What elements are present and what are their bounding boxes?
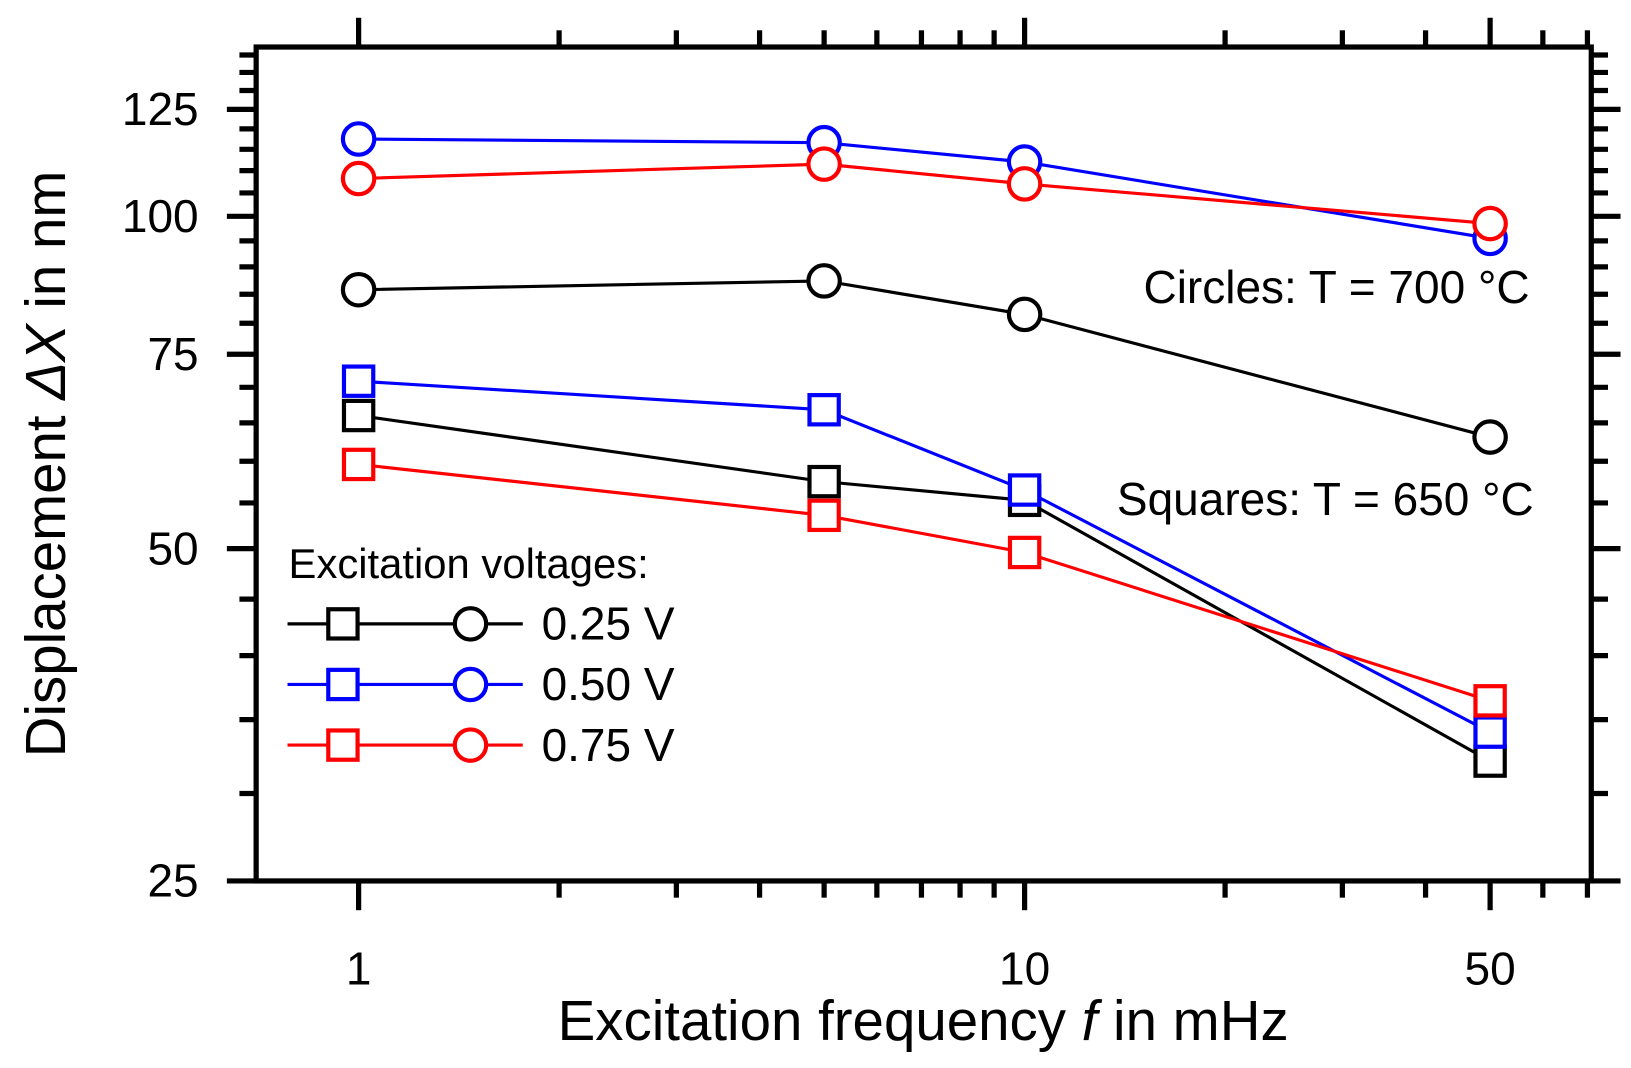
circle-marker bbox=[806, 146, 842, 182]
x-tick-label: 1 bbox=[346, 942, 372, 994]
circle-marker bbox=[340, 271, 377, 308]
square-marker bbox=[807, 393, 841, 427]
x-axis-label: Excitation frequency f in mHz bbox=[558, 989, 1289, 1052]
circle-marker bbox=[1472, 205, 1508, 242]
series-line bbox=[358, 413, 1491, 763]
legend-label: 0.25 V bbox=[542, 598, 675, 650]
axis-ticks bbox=[226, 17, 1621, 911]
series-group bbox=[340, 121, 1508, 778]
square-marker bbox=[341, 364, 376, 398]
circle-marker bbox=[340, 160, 377, 197]
square-marker bbox=[341, 447, 376, 482]
series-line bbox=[358, 279, 1491, 439]
x-tick-label: 10 bbox=[999, 942, 1050, 994]
square-marker bbox=[326, 667, 360, 702]
annotation-circles: Circles: T = 700 °C bbox=[1143, 261, 1529, 313]
series-line bbox=[358, 137, 1491, 240]
circle-marker bbox=[1006, 296, 1043, 333]
square-marker bbox=[1473, 715, 1507, 749]
y-tick-label: 75 bbox=[147, 328, 198, 380]
square-marker bbox=[341, 398, 376, 433]
square-marker bbox=[326, 728, 360, 762]
series-line bbox=[358, 462, 1491, 703]
tick-labels: 1 10 50 25 50 75 100 125 bbox=[122, 83, 1516, 994]
square-marker bbox=[1007, 535, 1042, 570]
y-tick-label: 50 bbox=[147, 522, 198, 574]
annotation-squares: Squares: T = 650 °C bbox=[1117, 473, 1534, 525]
circle-marker bbox=[452, 727, 489, 763]
circle-marker bbox=[1472, 419, 1508, 455]
legend: 0.25 V 0.50 V 0.75 V bbox=[287, 598, 675, 771]
square-marker bbox=[1473, 744, 1507, 778]
circle-marker bbox=[340, 121, 377, 157]
square-marker bbox=[1473, 684, 1507, 718]
legend-entry: 0.75 V bbox=[287, 719, 675, 771]
square-marker bbox=[807, 464, 841, 499]
square-marker bbox=[326, 607, 360, 641]
circle-marker bbox=[806, 263, 842, 299]
y-axis-label: Displacement ΔX in nm bbox=[14, 171, 77, 758]
legend-entry: 0.50 V bbox=[287, 658, 675, 710]
series-circle-ff0000 bbox=[340, 146, 1508, 242]
series-square-0000ff bbox=[341, 364, 1507, 749]
series-circle-000000 bbox=[340, 263, 1508, 455]
circle-marker bbox=[452, 606, 489, 642]
legend-title: Excitation voltages: bbox=[289, 540, 649, 587]
series-line bbox=[358, 162, 1491, 226]
square-marker bbox=[1007, 473, 1042, 507]
y-tick-label: 100 bbox=[122, 190, 199, 242]
y-tick-label: 125 bbox=[122, 83, 199, 135]
series-circle-0000ff bbox=[340, 121, 1508, 257]
circle-marker bbox=[1006, 166, 1043, 202]
legend-entry: 0.25 V bbox=[287, 598, 675, 650]
legend-label: 0.50 V bbox=[542, 658, 675, 710]
series-line bbox=[358, 379, 1491, 734]
x-tick-label: 50 bbox=[1465, 942, 1516, 994]
y-tick-label: 25 bbox=[147, 855, 198, 907]
plot-frame bbox=[253, 44, 1594, 884]
series-square-000000 bbox=[341, 398, 1507, 778]
legend-label: 0.75 V bbox=[542, 719, 675, 771]
circle-marker bbox=[452, 666, 489, 703]
series-square-ff0000 bbox=[341, 447, 1507, 718]
square-marker bbox=[807, 498, 841, 533]
